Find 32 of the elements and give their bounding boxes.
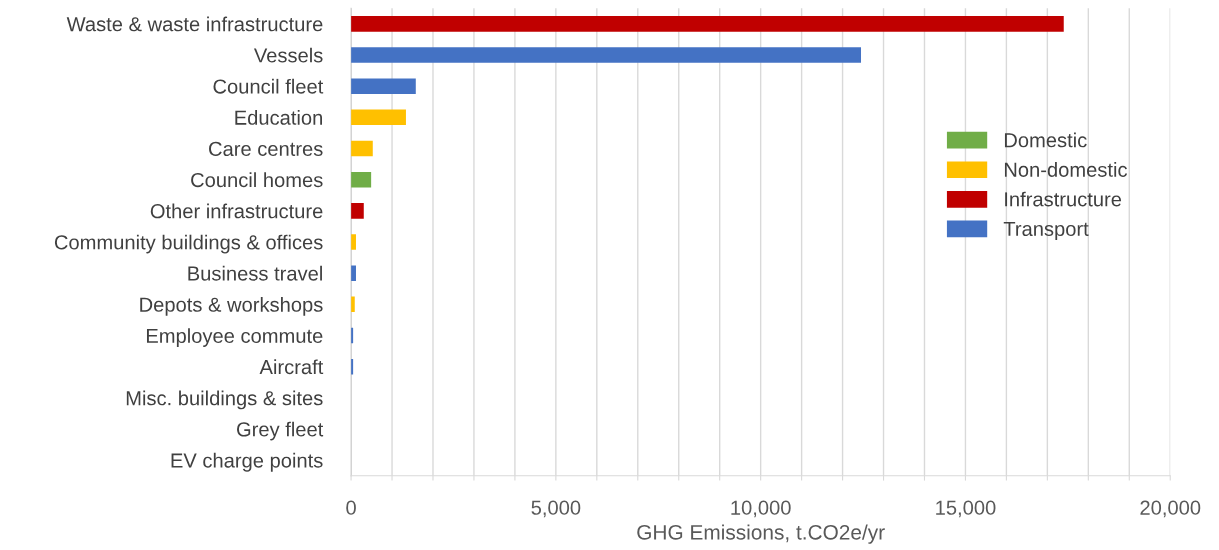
legend-label: Non-domestic	[1004, 162, 1128, 177]
y-tick-label: Grey fleet	[237, 421, 324, 441]
y-tick-label: Other infrastructure	[150, 203, 323, 219]
legend-label: Transport	[1003, 221, 1089, 240]
bar	[351, 47, 861, 63]
y-tick-label: Education	[235, 110, 322, 125]
y-tick-label: Care centres	[209, 141, 323, 156]
x-tick-label: 0	[346, 500, 356, 515]
bar	[351, 78, 416, 94]
y-tick-label: Misc. buildings & sites	[126, 390, 323, 410]
y-tick-label: Depots & workshops	[140, 297, 323, 316]
bar	[351, 16, 1064, 32]
y-tick-label: Employee commute	[146, 328, 323, 347]
x-axis-title: GHG Emissions, t.CO2e/yr	[637, 524, 885, 544]
y-tick-label: Vessels	[253, 47, 323, 63]
y-tick-label: EV charge points	[171, 452, 323, 472]
legend-label: Infrastructure	[1005, 191, 1122, 207]
x-tick-label: 10,000	[731, 500, 791, 518]
legend-label: Domestic	[1004, 132, 1087, 148]
bar	[351, 203, 364, 219]
x-tick-label: 5,000	[531, 500, 581, 518]
bar	[351, 140, 373, 157]
bar	[351, 171, 372, 188]
y-tick-label: Council fleet	[213, 78, 324, 94]
x-tick-label: 15,000	[936, 500, 996, 518]
y-tick-label: Waste & waste infrastructure	[66, 16, 323, 32]
x-tick-label: 20,000	[1140, 500, 1201, 518]
y-tick-label: Business travel	[188, 265, 322, 281]
y-tick-label: Aircraft	[259, 359, 324, 375]
y-tick-label: Council homes	[191, 172, 323, 188]
y-tick-label: Community buildings & offices	[54, 234, 323, 254]
bar	[351, 109, 406, 126]
